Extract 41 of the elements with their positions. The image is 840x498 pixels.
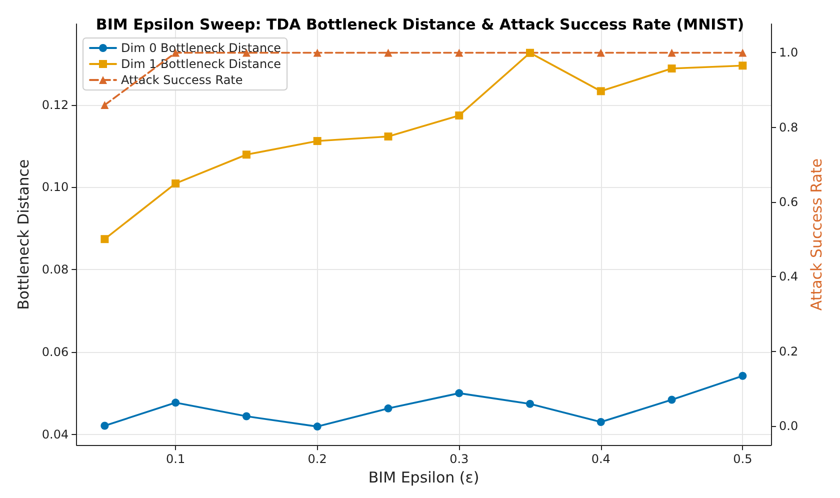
x-axis-title: BIM Epsilon (ε) — [368, 468, 480, 486]
legend-label: Dim 0 Bottleneck Distance — [121, 41, 282, 55]
x-tick-label: 0.1 — [166, 452, 186, 466]
y-axis-title: Bottleneck Distance — [14, 159, 32, 310]
point — [313, 137, 322, 146]
y2-tick-label: 0.8 — [779, 120, 798, 134]
point — [455, 111, 464, 120]
y2-tick-label: 0.2 — [779, 344, 798, 358]
x-tick-label: 0.2 — [308, 452, 327, 466]
y2-tick-label: 0.4 — [779, 270, 798, 284]
point — [384, 132, 392, 140]
point — [100, 235, 109, 244]
y-tick-label: 0.12 — [42, 98, 69, 112]
y-tick-label: 0.10 — [42, 180, 69, 194]
point — [384, 404, 392, 412]
point — [313, 422, 322, 431]
y2-tick-label: 1.0 — [779, 46, 798, 60]
y2-tick-label: 0.0 — [779, 419, 798, 434]
point — [172, 398, 180, 407]
x-tick-label: 0.5 — [733, 452, 752, 466]
chart-title: BIM Epsilon Sweep: TDA Bottleneck Distance & Attack Success Rate (MNIST) — [96, 16, 744, 34]
point — [596, 87, 605, 96]
point — [738, 62, 747, 70]
y-tick-label: 0.04 — [42, 427, 69, 442]
point — [738, 372, 747, 380]
point — [100, 422, 109, 430]
point — [172, 179, 180, 188]
point — [455, 389, 464, 398]
x-tick-label: 0.3 — [450, 452, 469, 466]
x-tick-label: 0.4 — [591, 452, 610, 466]
point — [242, 412, 250, 420]
point — [526, 400, 534, 408]
y-tick-label: 0.06 — [42, 344, 69, 359]
y-tick-label: 0.08 — [42, 262, 69, 277]
point — [668, 396, 676, 404]
point — [596, 418, 605, 426]
y2-axis-title: Attack Success Rate — [808, 158, 826, 311]
point — [668, 64, 676, 72]
legend-label: Dim 1 Bottleneck Distance — [121, 57, 282, 71]
y2-tick-label: 0.6 — [779, 195, 798, 210]
point — [242, 150, 250, 159]
